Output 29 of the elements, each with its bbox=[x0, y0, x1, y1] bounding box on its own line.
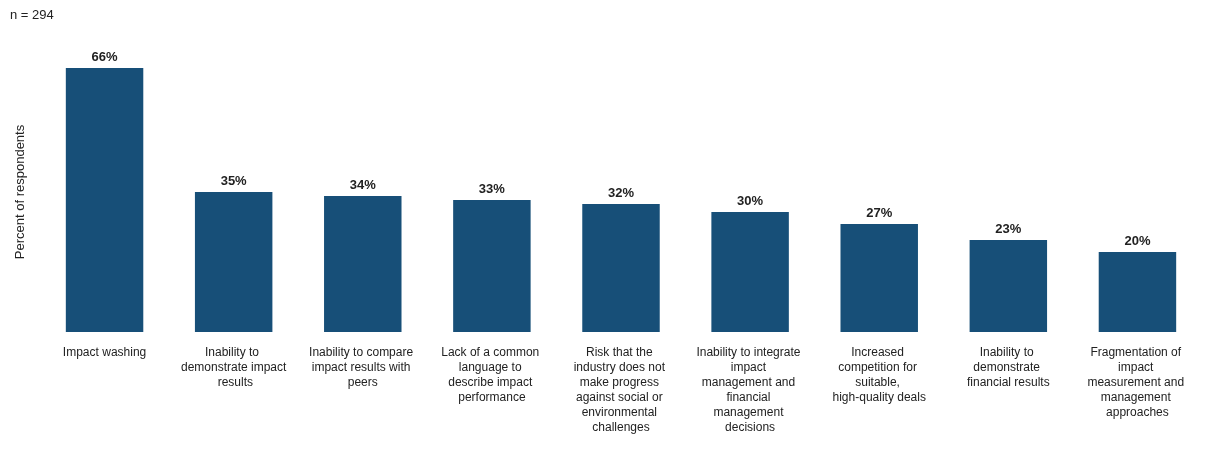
x-tick-label: Lack of a common language to describe impact performance bbox=[441, 344, 543, 404]
bar bbox=[194, 192, 273, 332]
data-label: 35% bbox=[220, 173, 248, 188]
x-tick-label: Inability to demonstrate financial results bbox=[966, 344, 1050, 389]
x-tick-label: Impact washing bbox=[62, 344, 147, 359]
x-tick-label: Increased competition for suitable, high-quality deals bbox=[832, 344, 926, 404]
bar bbox=[453, 200, 531, 332]
y-axis-title: Percent of respondents bbox=[12, 124, 27, 260]
bar bbox=[840, 224, 918, 332]
bar bbox=[1098, 252, 1177, 332]
data-label: 27% bbox=[866, 205, 893, 220]
data-label: 66% bbox=[91, 49, 118, 64]
data-label: 34% bbox=[349, 177, 377, 192]
text: n = 294 bbox=[10, 7, 54, 22]
bar bbox=[65, 68, 144, 332]
data-label: 33% bbox=[478, 181, 506, 196]
bar bbox=[969, 240, 1048, 332]
bar bbox=[324, 196, 402, 332]
x-tick-label: Fragmentation of impact measurement and management approaches bbox=[1087, 344, 1188, 419]
x-tick-label: Inability to compare impact results with peers bbox=[309, 344, 417, 389]
bar bbox=[711, 212, 789, 332]
data-label: 30% bbox=[737, 193, 764, 208]
x-tick-label: Risk that the industry does not make progress against social or environmental challenges bbox=[573, 344, 669, 434]
bar bbox=[582, 204, 660, 332]
x-tick-label: Inability to demonstrate impact results bbox=[180, 344, 288, 389]
data-label: 23% bbox=[995, 221, 1022, 236]
data-label: 32% bbox=[607, 185, 635, 200]
data-label: 20% bbox=[1124, 233, 1151, 248]
x-tick-label: Inability to integrate impact management and financial management decisions bbox=[696, 344, 804, 434]
